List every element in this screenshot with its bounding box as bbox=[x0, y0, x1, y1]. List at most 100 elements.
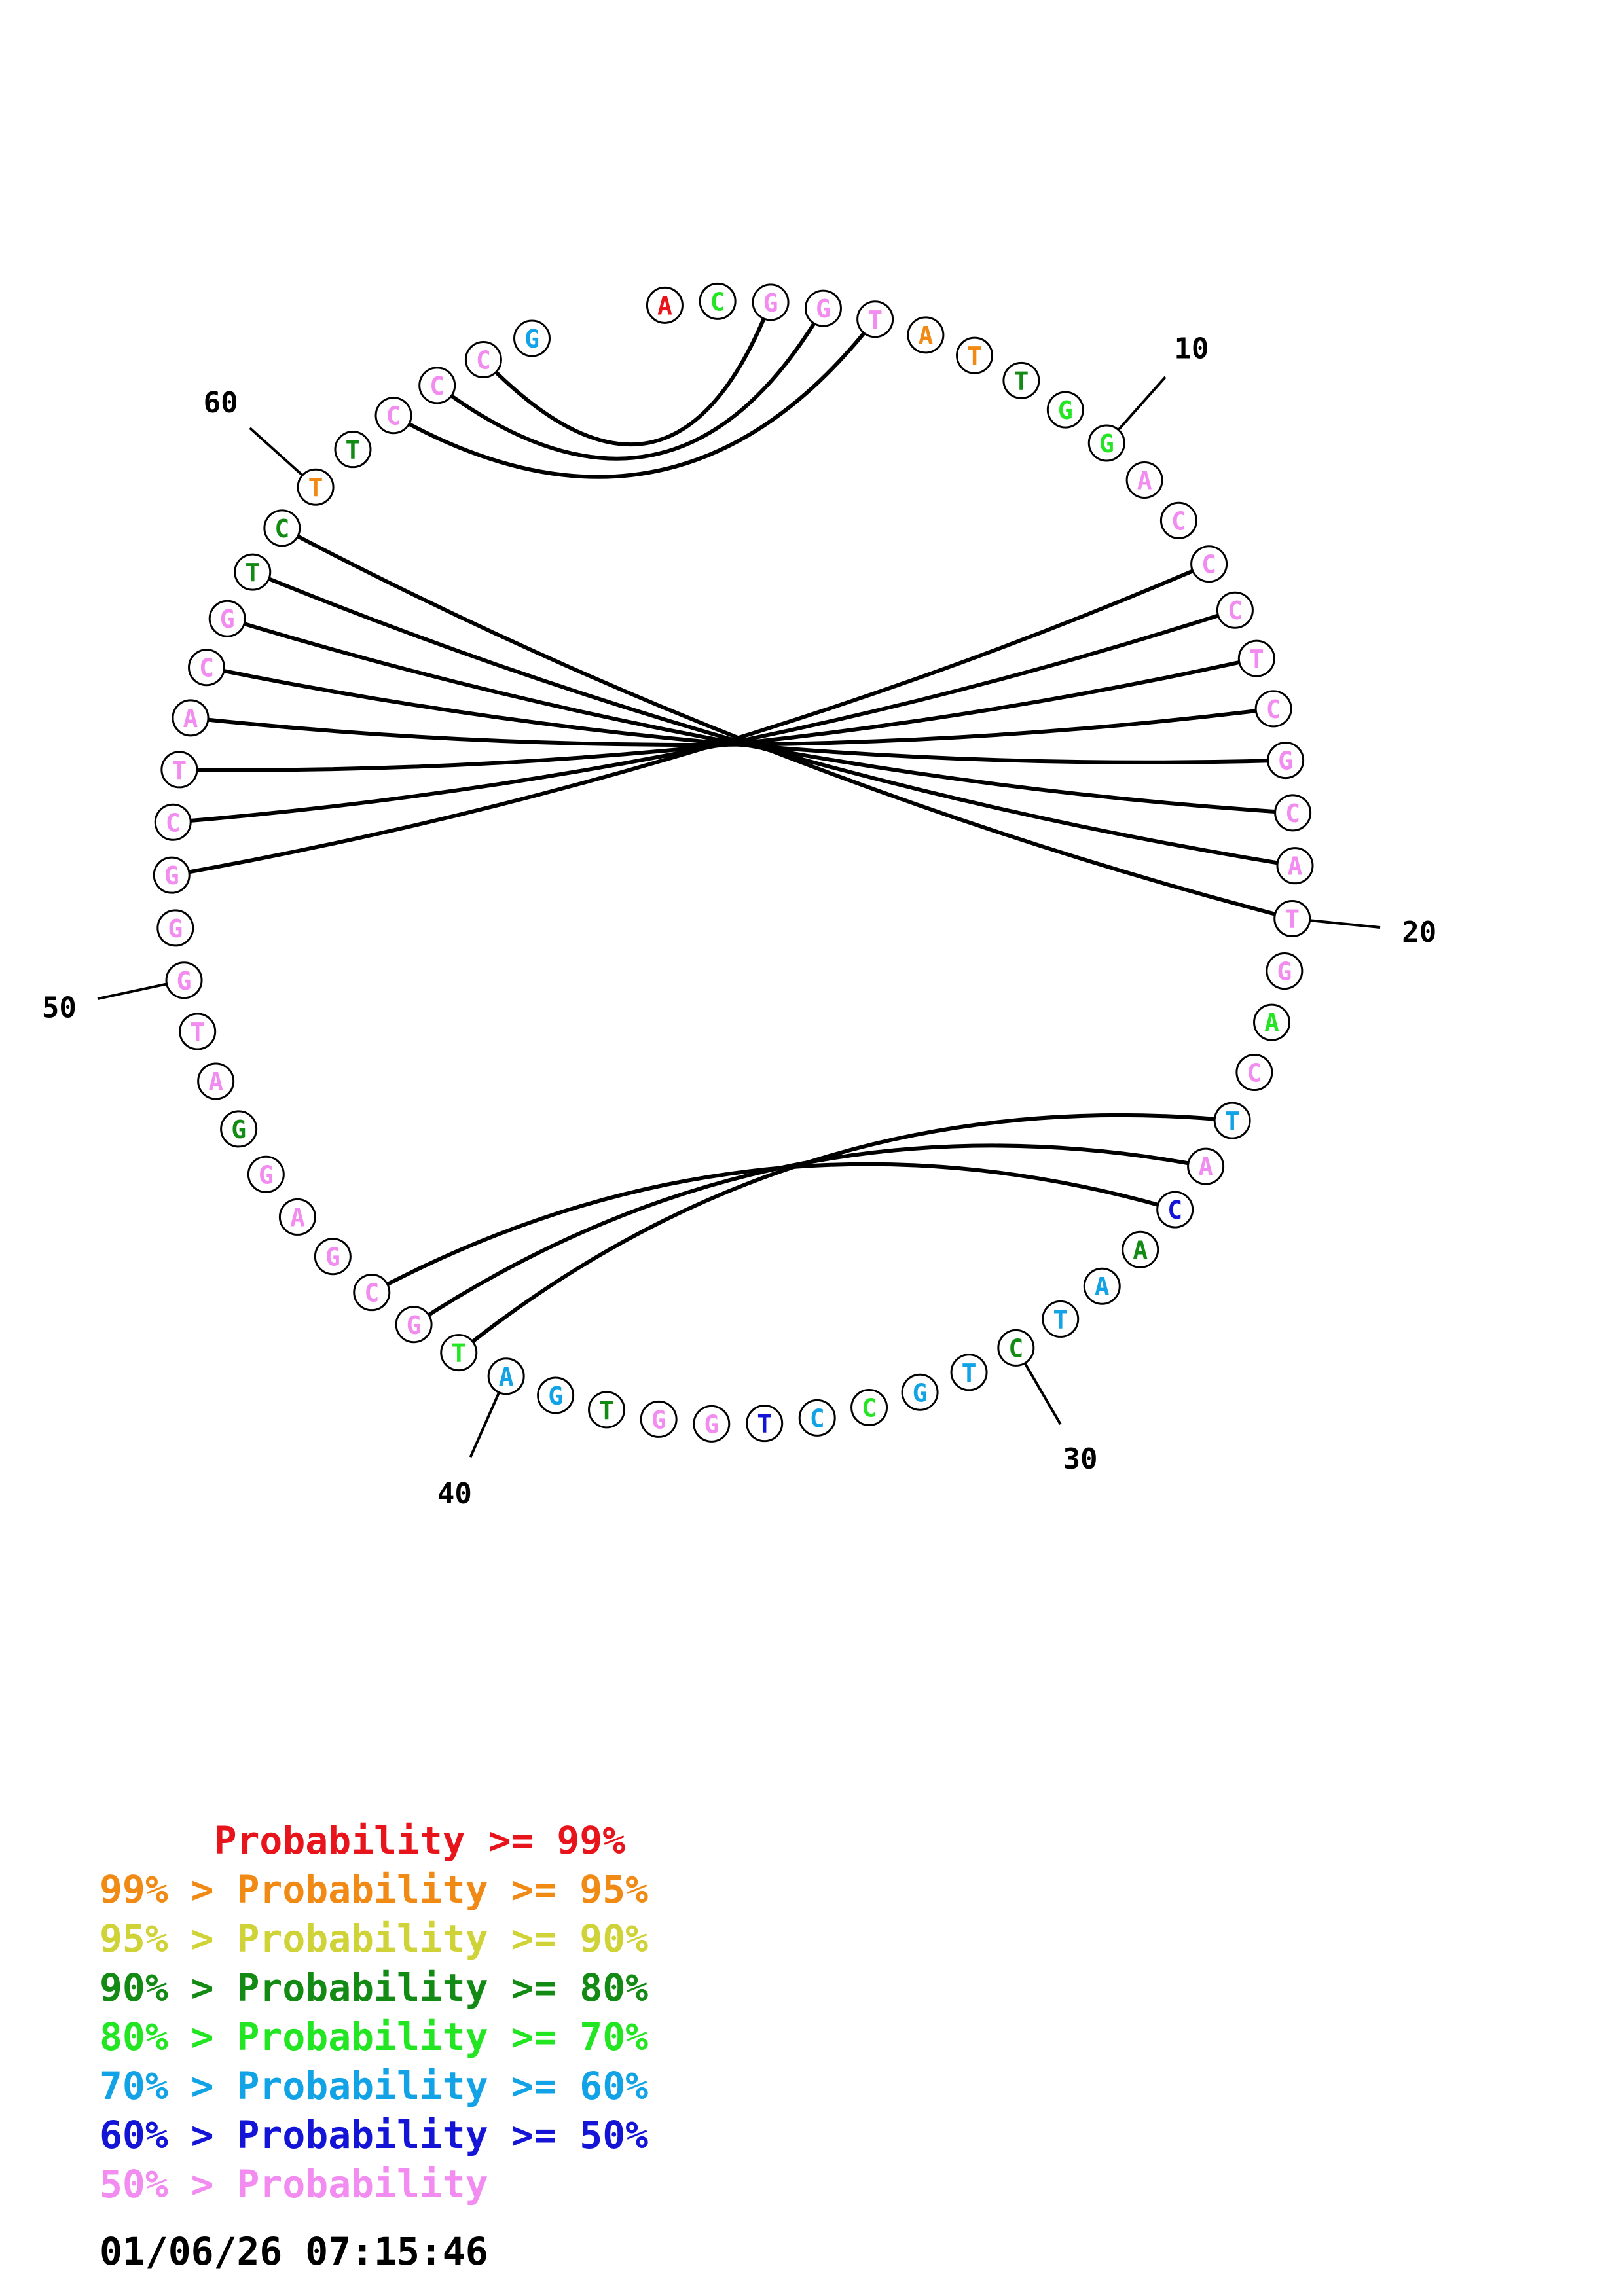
nucleotide-letter: T bbox=[1013, 367, 1029, 395]
nucleotide-49: T bbox=[179, 1013, 217, 1050]
nucleotide-circle bbox=[1122, 1230, 1159, 1268]
nucleotide-letter: T bbox=[308, 473, 323, 502]
nucleotide-letter: G bbox=[524, 325, 539, 353]
nucleotide-circle bbox=[153, 856, 191, 894]
nucleotide-circle bbox=[1213, 1102, 1251, 1139]
nucleotide-letter: C bbox=[1008, 1334, 1023, 1363]
nucleotide-circle bbox=[907, 316, 945, 354]
nucleotide-19: A bbox=[1276, 847, 1314, 885]
nucleotide-letter: G bbox=[913, 1378, 928, 1407]
nucleotide-circle bbox=[160, 751, 198, 789]
nucleotide-15: T bbox=[1237, 639, 1275, 677]
nucleotide-circle bbox=[314, 1238, 352, 1276]
nucleotide-letter: C bbox=[1167, 1196, 1182, 1225]
nucleotide-letter: T bbox=[599, 1396, 614, 1425]
nucleotide-letter: G bbox=[704, 1410, 719, 1439]
nucleotide-letter: A bbox=[183, 704, 198, 733]
nucleotide-circle bbox=[646, 286, 684, 324]
nucleotide-59: C bbox=[263, 509, 301, 547]
nucleotide-letter: A bbox=[657, 291, 672, 320]
nucleotide-circle bbox=[1216, 591, 1254, 629]
nucleotide-circle bbox=[1190, 545, 1228, 583]
nucleotide-circle bbox=[197, 1062, 235, 1100]
pair-arc-4-63 bbox=[435, 307, 826, 461]
nucleotide-letter: A bbox=[918, 321, 933, 350]
nucleotide-circle bbox=[263, 509, 301, 547]
nucleotide-26: C bbox=[1156, 1191, 1194, 1229]
nucleotide-circle bbox=[537, 1376, 575, 1414]
nucleotide-circle bbox=[353, 1274, 391, 1312]
nucleotide-37: G bbox=[640, 1400, 678, 1438]
nucleotide-34: C bbox=[798, 1399, 836, 1437]
nucleotide-letter: A bbox=[1198, 1153, 1213, 1181]
nucleotide-53: C bbox=[154, 803, 192, 841]
nucleotide-27: A bbox=[1122, 1230, 1159, 1268]
nucleotide-circle bbox=[798, 1399, 836, 1437]
nucleotide-41: T bbox=[440, 1334, 478, 1372]
nucleotide-36: G bbox=[693, 1405, 731, 1443]
nucleotide-24: T bbox=[1213, 1102, 1251, 1139]
nucleotide-circle bbox=[856, 300, 894, 338]
nucleotide-circle bbox=[1002, 361, 1040, 399]
nucleotide-31: T bbox=[950, 1354, 988, 1391]
nucleotide-circle bbox=[746, 1405, 784, 1443]
nucleotide-letter: T bbox=[1053, 1305, 1068, 1334]
nucleotide-12: C bbox=[1159, 501, 1197, 539]
nucleotide-circle bbox=[188, 649, 226, 687]
nucleotide-circle bbox=[179, 1013, 217, 1050]
nucleotide-letter: C bbox=[810, 1404, 825, 1433]
nucleotide-8: T bbox=[1002, 361, 1040, 399]
nucleotide-letter: T bbox=[190, 1018, 205, 1047]
nucleotide-letter: T bbox=[172, 756, 187, 785]
nucleotide-letter: G bbox=[407, 1311, 422, 1340]
nucleotide-circle bbox=[297, 468, 335, 506]
position-label-20: 20 bbox=[1402, 916, 1436, 949]
nucleotide-letter: C bbox=[1201, 550, 1216, 579]
nucleotide-1: A bbox=[646, 286, 684, 324]
nucleotide-circle bbox=[487, 1357, 525, 1395]
legend-row-7: 60% > Probability >= 50% bbox=[100, 2113, 649, 2157]
legend-row-6: 70% > Probability >= 60% bbox=[100, 2064, 649, 2108]
nucleotide-3: G bbox=[752, 283, 790, 321]
nucleotide-letter: C bbox=[710, 287, 725, 316]
nucleotide-letter: G bbox=[220, 605, 235, 634]
nucleotide-32: G bbox=[901, 1373, 939, 1411]
nucleotide-30: C bbox=[997, 1329, 1035, 1367]
nucleotide-48: A bbox=[197, 1062, 235, 1100]
nucleotide-circle bbox=[172, 699, 210, 737]
position-label-40: 40 bbox=[437, 1477, 472, 1511]
nucleotide-54: T bbox=[160, 751, 198, 789]
nucleotide-letter: C bbox=[199, 654, 214, 683]
nucleotide-circle bbox=[1083, 1267, 1121, 1305]
nucleotide-16: C bbox=[1254, 690, 1292, 728]
nucleotide-44: G bbox=[314, 1238, 352, 1276]
nucleotide-57: G bbox=[208, 600, 246, 637]
pair-arc-14-53 bbox=[172, 608, 1236, 825]
nucleotide-letter: T bbox=[451, 1339, 466, 1368]
nucleotide-circle bbox=[1266, 952, 1304, 990]
pair-arc-20-59 bbox=[281, 526, 1293, 921]
nucleotide-letter: C bbox=[1247, 1059, 1262, 1088]
nucleotide-circle bbox=[234, 553, 272, 591]
legend-row-3: 95% > Probability >= 90% bbox=[100, 1916, 649, 1961]
nucleotide-63: C bbox=[418, 367, 456, 404]
nucleotide-circle bbox=[950, 1354, 988, 1391]
nucleotide-circle bbox=[1237, 639, 1275, 677]
nucleotide-letter: G bbox=[164, 861, 179, 890]
nucleotide-letter: G bbox=[1278, 747, 1293, 776]
nucleotide-letter: G bbox=[651, 1405, 666, 1434]
nucleotide-letter: C bbox=[364, 1279, 379, 1308]
nucleotide-letter: A bbox=[499, 1363, 514, 1391]
nucleotide-58: T bbox=[234, 553, 272, 591]
nucleotide-letter: T bbox=[346, 436, 361, 465]
pair-arc-19-58 bbox=[251, 570, 1296, 868]
tick-line-40 bbox=[469, 1391, 501, 1458]
nucleotide-5: T bbox=[856, 300, 894, 338]
nucleotide-letter: A bbox=[290, 1203, 305, 1232]
nucleotide-circle bbox=[1276, 847, 1314, 885]
nucleotide-letter: A bbox=[1288, 852, 1303, 881]
nucleotide-circle bbox=[1046, 391, 1084, 429]
nucleotide-circle bbox=[418, 367, 456, 404]
nucleotide-letter: T bbox=[245, 558, 260, 587]
nucleotide-letter: G bbox=[168, 914, 183, 943]
